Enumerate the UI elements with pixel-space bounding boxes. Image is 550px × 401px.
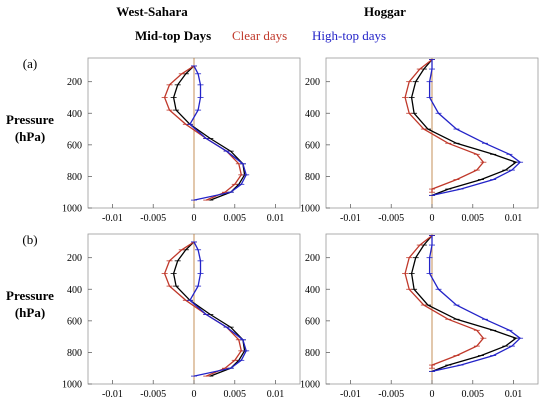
y-tick-label: 800	[305, 348, 320, 359]
x-tick-label: 0.005	[462, 213, 485, 224]
x-tick-label: -0.005	[140, 389, 166, 400]
x-tick-label: 0.005	[462, 389, 485, 400]
y-tick-label: 200	[67, 77, 82, 88]
x-tick-label: 0.01	[267, 389, 285, 400]
x-tick-label: -0.01	[102, 389, 123, 400]
panel-a-hoggar: -0.01 -0.005 0 0.005 0.01 200 400 600 800 1000	[300, 57, 539, 224]
x-tick-label: -0.01	[102, 213, 123, 224]
y-tick-label: 800	[67, 172, 82, 183]
series-line-mid-top-days	[172, 241, 246, 377]
x-tick-label: 0.005	[224, 389, 247, 400]
x-tick-label: 0	[430, 389, 435, 400]
y-tick-label: 200	[305, 253, 320, 264]
legend-mid-top: Mid-top Days	[135, 28, 211, 43]
series-line-mid-top-days	[172, 65, 246, 201]
series-line-mid-top-days	[410, 235, 518, 373]
y-axis-label-b-line1: Pressure	[6, 288, 54, 303]
y-tick-label: 400	[67, 285, 82, 296]
y-axis-label-b-line2: (hPa)	[15, 305, 45, 320]
x-tick-label: 0.005	[224, 213, 247, 224]
x-tick-label: 0.01	[267, 213, 285, 224]
x-tick-label: 0.01	[505, 213, 523, 224]
y-axis-label-a-line2: (hPa)	[15, 129, 45, 144]
series-line-mid-top-days	[410, 59, 518, 197]
x-tick-label: -0.01	[340, 389, 361, 400]
column-title-hoggar: Hoggar	[364, 4, 406, 19]
chart-panels: -0.01 -0.005 0 0.005 0.012004006008001000-0.…	[62, 57, 539, 400]
x-tick-label: -0.005	[140, 213, 166, 224]
panel-a-west-sahara: -0.01 -0.005 0 0.005 0.01 200 400 600 800 1000	[62, 57, 301, 224]
y-axis-label-a-line1: Pressure	[6, 112, 54, 127]
row-label-b: (b)	[22, 232, 37, 247]
series-line-high-top-days	[428, 59, 522, 197]
x-tick-label: 0	[192, 213, 197, 224]
x-tick-label: 0.01	[505, 389, 523, 400]
y-tick-label: 200	[305, 77, 320, 88]
x-tick-label: -0.005	[378, 389, 404, 400]
x-tick-label: -0.005	[378, 213, 404, 224]
y-tick-label: 600	[67, 140, 82, 151]
x-tick-label: 0	[192, 389, 197, 400]
y-tick-label: 400	[305, 285, 320, 296]
y-tick-label: 1000	[300, 204, 320, 215]
y-tick-label: 1000	[62, 204, 82, 215]
legend-clear: Clear days	[232, 28, 287, 43]
y-tick-label: 800	[67, 348, 82, 359]
series-line-high-top-days	[428, 235, 522, 373]
y-tick-label: 800	[305, 172, 320, 183]
legend-high-top: High-top days	[312, 28, 386, 43]
row-label-a: (a)	[23, 56, 37, 71]
y-tick-label: 200	[67, 253, 82, 264]
y-tick-label: 400	[67, 109, 82, 120]
y-tick-label: 600	[67, 316, 82, 327]
y-tick-label: 1000	[62, 380, 82, 391]
y-tick-label: 600	[305, 140, 320, 151]
y-tick-label: 400	[305, 109, 320, 120]
panel-b-hoggar: -0.01 -0.005 0 0.005 0.01 200 400 600 800 1000	[300, 233, 539, 400]
y-tick-label: 1000	[300, 380, 320, 391]
panel-b-west-sahara: -0.01 -0.005 0 0.005 0.01 200 400 600 800 1000	[62, 233, 301, 400]
column-title-west-sahara: West-Sahara	[116, 4, 188, 19]
x-tick-label: -0.01	[340, 213, 361, 224]
x-tick-label: 0	[430, 213, 435, 224]
y-tick-label: 600	[305, 316, 320, 327]
